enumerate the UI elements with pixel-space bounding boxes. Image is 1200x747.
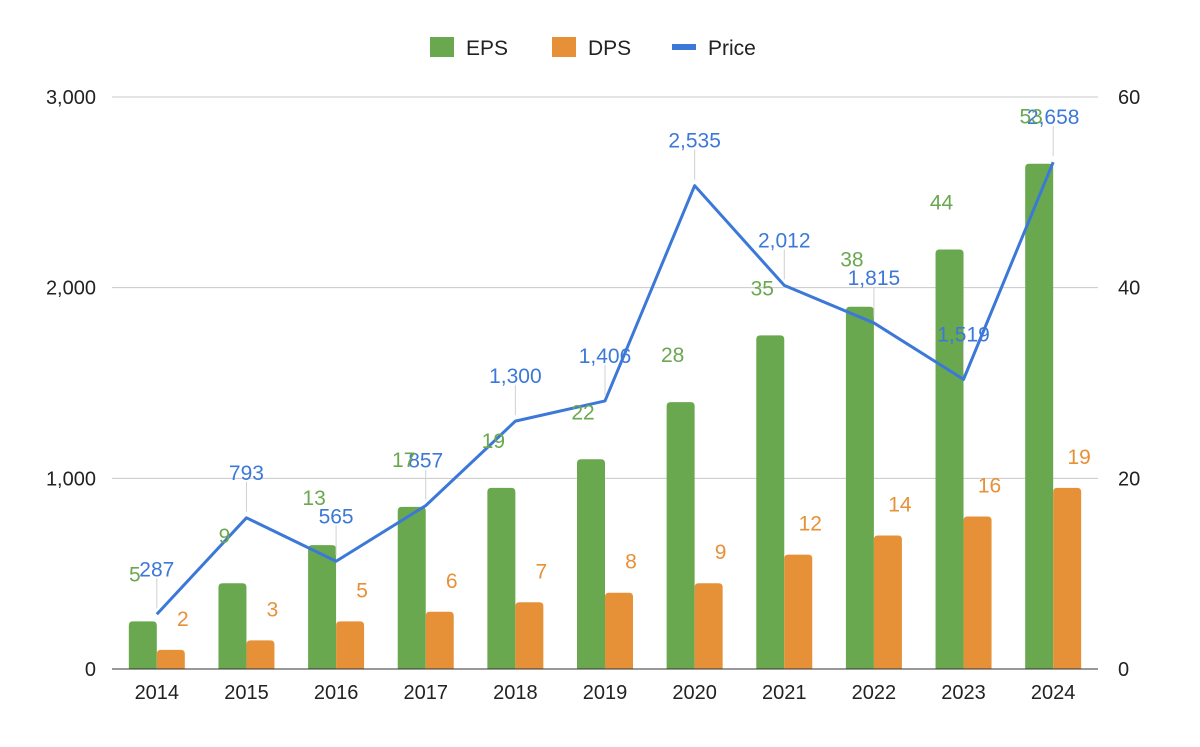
x-axis-tick-label: 2014 — [135, 682, 180, 704]
dps-bar — [515, 602, 544, 669]
x-axis-tick-label: 2019 — [583, 682, 628, 704]
dps-bar — [605, 592, 633, 669]
x-axis-tick-label: 2020 — [672, 682, 717, 704]
legend-item-eps[interactable]: EPS — [430, 37, 508, 60]
legend-label-eps: EPS — [466, 37, 508, 60]
eps-bar — [308, 545, 337, 669]
dps-bar — [873, 535, 902, 669]
legend-swatch-price — [672, 44, 696, 50]
price-data-label: 2,012 — [758, 229, 811, 252]
eps-data-label: 53 — [1020, 106, 1043, 129]
eps-data-label: 28 — [661, 344, 684, 367]
x-axis-tick-label: 2018 — [493, 682, 538, 704]
legend-item-dps[interactable]: DPS — [552, 37, 631, 60]
price-data-label: 1,300 — [489, 365, 542, 388]
eps-data-label: 35 — [751, 277, 774, 300]
dps-bar — [156, 649, 185, 669]
dps-data-label: 2 — [177, 608, 189, 631]
dps-bar — [1053, 487, 1082, 669]
x-axis-tick-label: 2023 — [941, 682, 986, 704]
x-axis-tick-label: 2024 — [1031, 682, 1076, 704]
dps-bar — [425, 611, 454, 669]
left-axis-tick-label: 1,000 — [46, 468, 96, 490]
eps-bar — [128, 621, 157, 669]
eps-bar — [1025, 163, 1054, 669]
dps-data-label: 3 — [267, 598, 279, 621]
price-data-label: 1,815 — [848, 267, 901, 290]
eps-bar — [845, 306, 874, 669]
dps-data-label: 9 — [715, 541, 727, 564]
dps-bar — [246, 640, 275, 669]
right-axis-tick-label: 0 — [1118, 659, 1129, 681]
eps-bar — [666, 402, 695, 669]
label-leaders — [156, 126, 1054, 609]
x-axis-tick-label: 2021 — [762, 682, 807, 704]
dps-bar — [336, 621, 365, 669]
x-axis-tick-label: 2022 — [852, 682, 897, 704]
price-line — [155, 161, 1055, 616]
left-axis-tick-label: 3,000 — [46, 87, 96, 109]
right-axis-tick-label: 40 — [1118, 278, 1140, 300]
bars — [128, 163, 1082, 670]
eps-bar — [935, 249, 964, 670]
dps-data-label: 12 — [799, 513, 822, 536]
eps-data-label: 9 — [219, 525, 231, 548]
left-axis-tick-label: 2,000 — [46, 278, 96, 300]
price-data-label: 287 — [139, 558, 174, 581]
eps-bar — [218, 583, 247, 669]
eps-bar — [487, 487, 516, 669]
left-axis-tick-label: 0 — [85, 659, 96, 681]
eps-data-label: 13 — [302, 487, 325, 510]
eps-data-label: 5 — [129, 563, 141, 586]
price-data-label: 1,406 — [579, 345, 632, 368]
legend-label-price: Price — [708, 37, 756, 60]
right-axis-tick-label: 20 — [1118, 468, 1140, 490]
eps-data-label: 44 — [930, 192, 954, 215]
right-axis-tick-label: 60 — [1118, 87, 1140, 109]
legend-item-price[interactable]: Price — [672, 37, 756, 60]
axes: 0 1,000 2,000 3,000 0 20 40 60 2014 2015 2016 2017 2… — [46, 87, 1140, 704]
dps-bar — [963, 516, 992, 669]
x-axis-tick-label: 2017 — [403, 682, 448, 704]
dps-bar — [784, 554, 813, 669]
dps-data-label: 14 — [888, 494, 912, 517]
data-labels: 2877935658571,3001,4062,5352,0121,8151,5… — [129, 106, 1091, 631]
legend[interactable]: EPS DPS Price — [430, 37, 756, 60]
price-data-label: 2,658 — [1027, 106, 1080, 129]
dps-data-label: 5 — [356, 579, 368, 602]
price-data-label: 565 — [319, 505, 354, 528]
legend-label-dps: DPS — [588, 37, 631, 60]
eps-data-label: 38 — [840, 249, 863, 272]
dps-data-label: 6 — [446, 570, 458, 593]
dps-data-label: 8 — [625, 551, 637, 574]
x-axis-tick-label: 2016 — [314, 682, 359, 704]
price-data-label: 793 — [229, 462, 264, 485]
eps-data-label: 17 — [392, 449, 415, 472]
eps-data-label: 19 — [482, 430, 505, 453]
legend-swatch-dps — [552, 37, 576, 57]
eps-bar — [577, 459, 605, 669]
dps-data-label: 7 — [536, 560, 548, 583]
x-axis-tick-label: 2015 — [224, 682, 269, 704]
eps-bar — [756, 335, 785, 669]
eps-data-label: 22 — [571, 401, 594, 424]
dps-data-label: 19 — [1068, 446, 1091, 469]
legend-swatch-eps — [430, 37, 454, 57]
price-line-layer — [155, 161, 1055, 616]
dps-bar — [694, 583, 723, 669]
price-data-label: 2,535 — [668, 130, 721, 153]
price-data-label: 857 — [408, 450, 443, 473]
eps-bar — [397, 506, 426, 669]
dps-data-label: 16 — [978, 474, 1001, 497]
price-data-label: 1,519 — [937, 323, 990, 346]
